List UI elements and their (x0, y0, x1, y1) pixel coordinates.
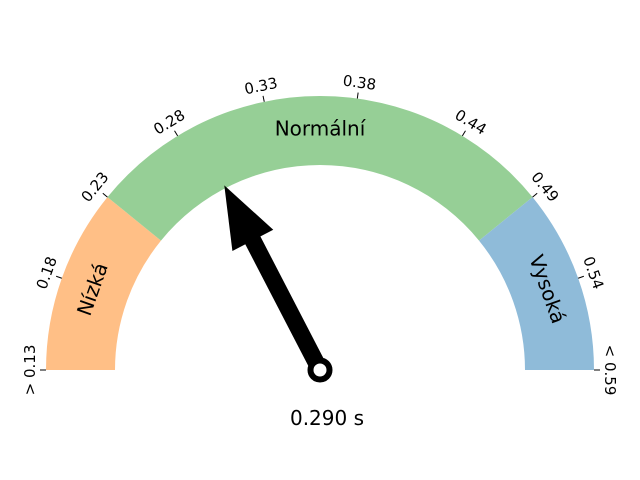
tick-mark (356, 92, 359, 99)
gauge-bands (46, 95, 594, 370)
tick-mark (262, 95, 265, 102)
tick-label: 0.38 (342, 72, 378, 94)
band-label-normalni: Normální (275, 117, 367, 141)
tick-label: < 0.59 (601, 345, 619, 396)
tick-label: 0.18 (33, 254, 61, 292)
tick-mark (532, 192, 538, 198)
tick-label: > 0.13 (21, 345, 39, 396)
tick-mark (102, 192, 108, 198)
needle-pivot (307, 357, 333, 383)
tick-label: 0.54 (579, 254, 607, 292)
tick-mark (174, 130, 179, 137)
tick-mark (578, 275, 585, 279)
needle-shaft (244, 234, 328, 374)
band-normalni (107, 95, 533, 241)
band-vysoka (479, 197, 594, 370)
gauge-needle-group (224, 185, 333, 383)
gauge-value-label: 0.290 s (290, 406, 364, 430)
band-nizka (46, 197, 161, 370)
tick-mark (55, 275, 62, 279)
tick-mark (461, 130, 466, 137)
needle-arrowhead (224, 185, 274, 251)
tick-label: 0.33 (243, 74, 279, 98)
